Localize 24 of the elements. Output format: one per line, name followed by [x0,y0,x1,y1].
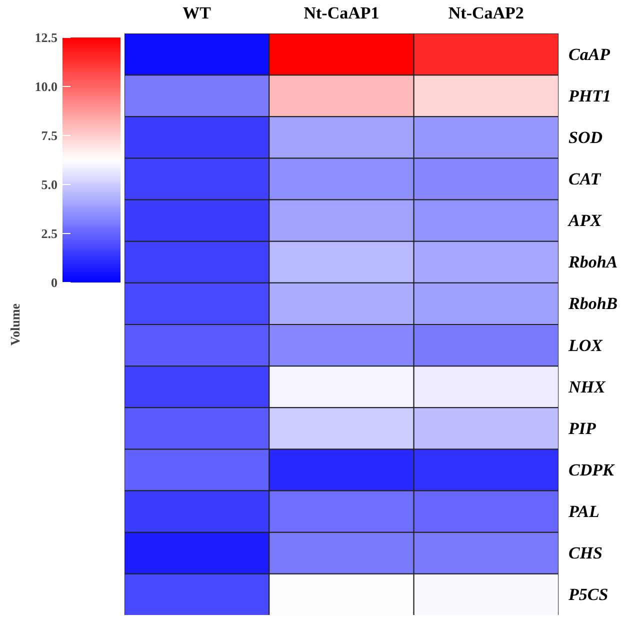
y-tick-label: PIP [568,418,596,438]
y-tick-label: NHX [568,377,606,396]
y-tick-label: PHT1 [568,86,611,106]
y-tick-label: CaAP [568,44,611,64]
y-tick-label: RbohA [568,252,618,272]
color-bar-label: 0 [51,275,58,290]
y-tick-label: CAT [568,170,602,188]
y-tick-label: CHS [568,544,603,563]
color-bar-label: 7.5 [41,128,58,143]
y-tick-label: P5CS [568,585,608,604]
y-tick-label: LOX [568,336,604,355]
y-tick-label: SOD [568,128,603,147]
y-tick-label: CDPK [568,460,616,480]
x-tick-label: WT [182,4,212,22]
y-tick-label: RbohB [568,294,618,314]
color-bar-title: Volume [8,303,22,346]
color-bar-label: 5.0 [41,177,58,192]
x-tick-label: Nt-CaAP1 [304,4,380,22]
y-tick-label: PAL [568,502,600,522]
x-tick-label: Nt-CaAP2 [448,4,524,22]
y-tick-label: APX [568,211,602,230]
color-bar-label: 12.5 [34,30,58,45]
color-bar-label: 2.5 [41,226,58,241]
color-bar-label: 10.0 [34,79,58,94]
